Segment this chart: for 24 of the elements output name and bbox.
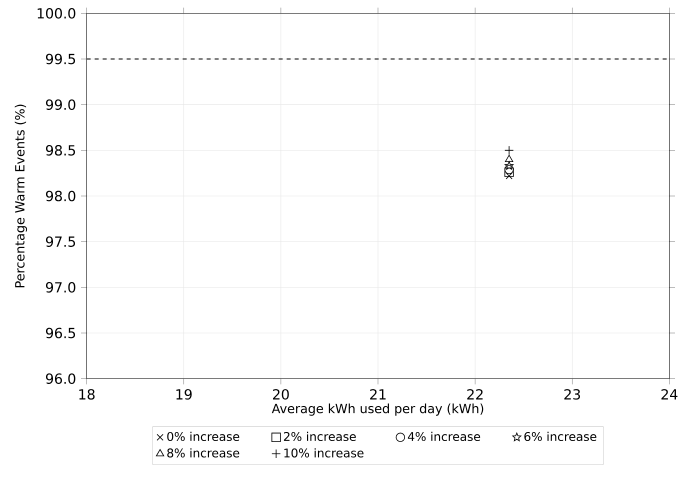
y-tick-label: 97.5	[46, 236, 76, 247]
x-tick-label: 20	[273, 389, 289, 400]
legend-label: 10% increase	[284, 448, 364, 458]
x-axis-title: Average kWh used per day (kWh)	[272, 403, 484, 416]
legend-label: 8% increase	[167, 448, 240, 458]
y-tick-label: 100.0	[38, 8, 76, 19]
y-tick-label: 99.5	[46, 54, 76, 64]
y-tick-label: 98.5	[46, 145, 76, 156]
y-tick-label: 97.0	[46, 282, 76, 293]
y-tick-label: 96.0	[46, 373, 76, 384]
legend-label: 6% increase	[524, 432, 596, 442]
legend-label: 0% increase	[167, 432, 240, 442]
y-axis-title: Percentage Warm Events (%)	[14, 104, 28, 288]
legend-label: 4% increase	[408, 432, 480, 442]
y-tick-label: 99.0	[46, 99, 76, 110]
x-tick-label: 24	[661, 389, 678, 400]
legend-label: 2% increase	[284, 432, 356, 442]
y-tick-label: 96.5	[46, 328, 76, 338]
x-tick-label: 18	[79, 389, 95, 400]
x-tick-label: 19	[176, 389, 192, 400]
x-tick-label: 23	[564, 389, 580, 400]
x-tick-label: 21	[370, 389, 386, 400]
y-tick-label: 98.0	[46, 190, 76, 202]
x-tick-label: 22	[467, 389, 483, 400]
